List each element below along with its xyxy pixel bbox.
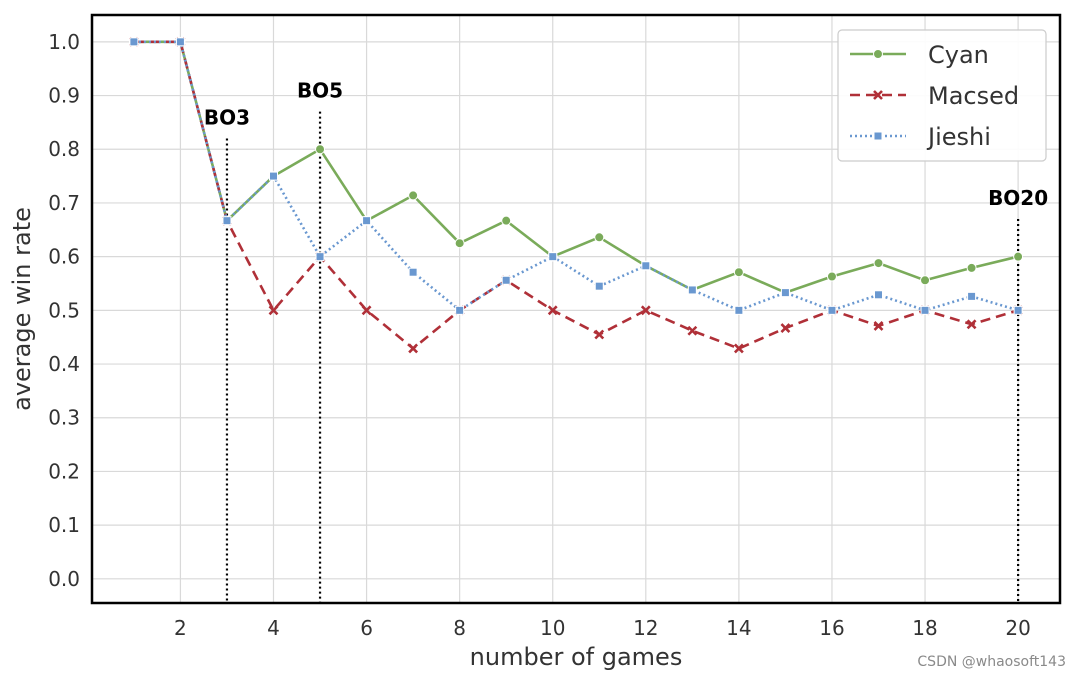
x-tick-label: 18: [912, 616, 937, 640]
legend-label: Macsed: [928, 82, 1019, 110]
data-point: [594, 232, 605, 243]
data-point: [827, 305, 837, 315]
data-point: [501, 215, 512, 226]
x-tick-labels: 2 4 6 8 10 12 14 16 18 20: [174, 616, 1031, 640]
data-point: [920, 305, 930, 315]
y-tick-label: 0.0: [48, 567, 80, 591]
data-point: [920, 275, 931, 286]
data-point: [454, 238, 465, 249]
annotation-labels: BO3 BO5 BO20: [204, 79, 1048, 210]
data-point: [547, 305, 558, 316]
data-point: [222, 216, 232, 226]
data-point: [966, 319, 977, 330]
data-point: [408, 190, 419, 201]
series-line: [133, 40, 1019, 294]
data-point: [873, 90, 883, 100]
y-tick-label: 0.2: [48, 459, 80, 483]
data-point: [594, 281, 604, 291]
data-point: [874, 290, 883, 300]
data-point: [455, 305, 465, 315]
x-tick-label: 20: [1005, 616, 1030, 640]
data-point: [873, 320, 884, 331]
y-tick-label: 0.5: [48, 298, 80, 322]
legend: Cyan Macsed Jieshi: [837, 29, 1047, 162]
data-point: [641, 261, 651, 271]
data-point: [408, 267, 418, 277]
annotation-lines: [225, 111, 1020, 603]
annotation-label: BO3: [204, 106, 250, 130]
data-point: [873, 49, 883, 59]
data-point: [501, 275, 511, 285]
data-point: [733, 267, 744, 278]
data-point: [315, 252, 325, 262]
data-point: [361, 305, 372, 316]
x-tick-label: 6: [360, 616, 373, 640]
plot-frame: [90, 13, 1062, 605]
series-jieshi: [129, 37, 1023, 315]
y-tick-label: 0.1: [48, 513, 80, 537]
grid-lines: [92, 15, 1060, 603]
x-tick-label: 8: [453, 616, 466, 640]
legend-box: [837, 29, 1047, 162]
data-point: [687, 325, 698, 336]
data-point: [780, 288, 790, 298]
x-tick-label: 2: [174, 616, 187, 640]
data-point: [873, 131, 883, 141]
y-tick-label: 1.0: [48, 30, 80, 54]
y-tick-label: 0.6: [48, 245, 80, 269]
data-point: [175, 37, 185, 47]
data-point: [1013, 251, 1024, 262]
data-point: [362, 216, 372, 226]
data-point: [734, 305, 744, 315]
data-point: [269, 171, 278, 181]
watermark: CSDN @whaosoft143: [917, 654, 1066, 670]
data-point: [733, 343, 744, 354]
legend-label: Jieshi: [926, 123, 991, 151]
series-line: [133, 40, 1019, 312]
data-point: [548, 252, 558, 262]
series-layer: [128, 36, 1024, 354]
data-point: [129, 37, 139, 47]
annotation-label: BO5: [297, 79, 343, 103]
data-point: [594, 329, 605, 340]
data-point: [687, 285, 697, 295]
x-tick-label: 16: [819, 616, 844, 640]
x-tick-label: 4: [267, 616, 280, 640]
series-line: [133, 40, 1019, 350]
data-point: [408, 343, 419, 354]
x-tick-label: 12: [633, 616, 658, 640]
data-point: [967, 291, 977, 301]
annotation-label: BO20: [988, 186, 1048, 210]
y-tick-label: 0.9: [48, 84, 80, 108]
data-point: [268, 305, 279, 316]
data-point: [966, 262, 977, 273]
data-point: [873, 258, 884, 269]
y-tick-labels: 0.0 0.1 0.2 0.3 0.4 0.5 0.6 0.7 0.8 0.9 1.0: [48, 30, 80, 591]
data-point: [1013, 305, 1023, 315]
y-axis-label: average win rate: [8, 207, 36, 411]
data-point: [640, 305, 651, 316]
x-tick-label: 10: [540, 616, 565, 640]
y-tick-label: 0.8: [48, 137, 80, 161]
y-tick-label: 0.4: [48, 352, 80, 376]
data-point: [315, 144, 326, 155]
x-axis-label: number of games: [470, 643, 683, 671]
x-tick-label: 14: [726, 616, 751, 640]
data-point: [780, 323, 791, 333]
data-point: [826, 271, 837, 282]
y-tick-label: 0.7: [48, 191, 80, 215]
y-tick-label: 0.3: [48, 406, 80, 430]
legend-label: Cyan: [928, 41, 989, 69]
